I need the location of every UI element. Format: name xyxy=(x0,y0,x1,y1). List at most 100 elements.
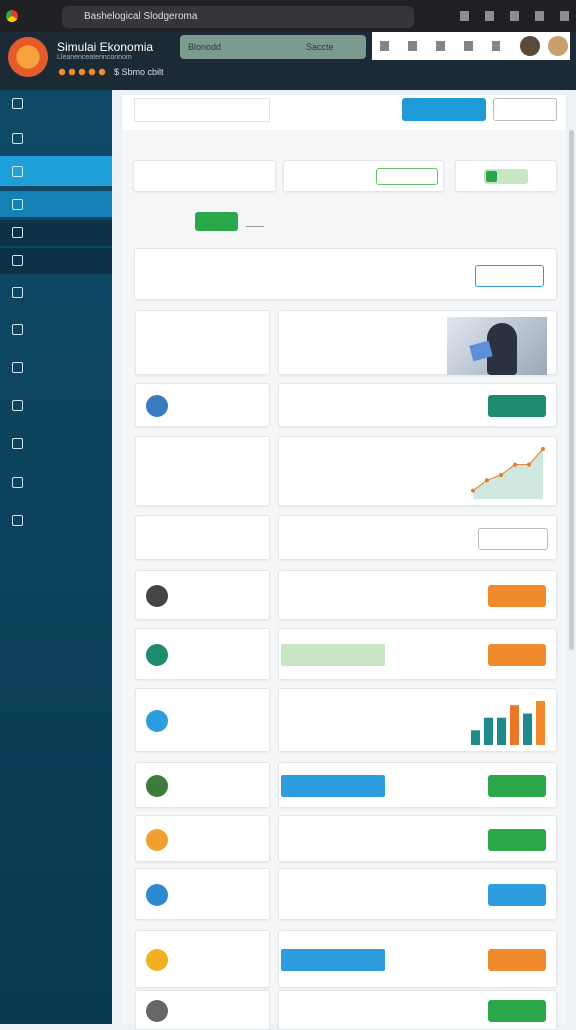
sidebar-icon xyxy=(12,477,23,488)
dropdown[interactable] xyxy=(246,215,264,227)
row-icon xyxy=(146,949,168,971)
row-left xyxy=(135,868,270,920)
sidebar-icon xyxy=(12,400,23,411)
search-bar[interactable]: Blonodd Saccte xyxy=(180,35,366,59)
row-right xyxy=(278,688,557,752)
bar xyxy=(523,713,532,745)
secondary-button[interactable] xyxy=(493,98,557,121)
status: $ Sbmo cbilt xyxy=(114,67,164,77)
sidebar-item[interactable] xyxy=(0,432,112,456)
sidebar-item[interactable] xyxy=(0,221,112,245)
point xyxy=(485,478,489,483)
avatar[interactable] xyxy=(548,36,568,56)
status-dots xyxy=(57,68,107,76)
browser-bar: Bashelogical Slodgeroma xyxy=(0,0,576,32)
point xyxy=(513,462,517,467)
row-right xyxy=(278,383,557,427)
browser-icon xyxy=(6,10,18,22)
row-left xyxy=(135,628,270,680)
sidebar xyxy=(0,90,112,1024)
row-icon xyxy=(146,884,168,906)
tab[interactable]: Bashelogical Slodgeroma xyxy=(62,6,414,28)
photo xyxy=(447,317,547,375)
sidebar-item[interactable] xyxy=(0,318,112,342)
row-button[interactable] xyxy=(478,527,548,550)
sparkline xyxy=(471,447,545,499)
row-button[interactable] xyxy=(488,585,546,607)
row-left xyxy=(135,515,270,560)
sidebar-item[interactable] xyxy=(0,509,112,533)
row-button[interactable] xyxy=(488,949,546,971)
sidebar-icon xyxy=(12,133,23,144)
toggle-filter[interactable] xyxy=(455,160,557,192)
bar xyxy=(497,717,506,745)
summary-card xyxy=(134,248,557,300)
row-right xyxy=(278,868,557,920)
active-item xyxy=(0,156,112,186)
sidebar-item[interactable] xyxy=(0,160,112,184)
sidebar-item[interactable] xyxy=(0,249,112,273)
row-left xyxy=(135,570,270,620)
section-badge[interactable] xyxy=(195,212,238,231)
row-left xyxy=(135,688,270,752)
sidebar-item[interactable] xyxy=(0,394,112,418)
row-button[interactable] xyxy=(488,775,546,797)
breadcrumb xyxy=(134,98,270,122)
filter-tag xyxy=(376,168,438,185)
line xyxy=(472,448,544,492)
avatar[interactable] xyxy=(520,36,540,56)
point xyxy=(499,473,503,477)
primary-button[interactable] xyxy=(402,98,486,121)
search-placeholder: Blonodd xyxy=(188,42,222,52)
sidebar-item[interactable] xyxy=(0,356,112,380)
point xyxy=(541,447,545,451)
row-left xyxy=(135,762,270,808)
sidebar-icon xyxy=(12,255,23,266)
sidebar-item[interactable] xyxy=(0,193,112,217)
row-icon xyxy=(146,395,168,417)
sidebar-icon xyxy=(12,199,23,210)
app-title: Simulai Ekonomia xyxy=(57,40,154,54)
sidebar-item[interactable] xyxy=(0,127,112,151)
scrollbar xyxy=(569,130,574,650)
sidebar-item[interactable] xyxy=(0,471,112,495)
row-icon xyxy=(146,644,168,666)
row-right xyxy=(278,990,557,1030)
sidebar-icon xyxy=(12,515,23,526)
row-right xyxy=(278,515,557,560)
toolbar-links xyxy=(445,69,575,81)
row-icon xyxy=(146,710,168,732)
row-left xyxy=(135,990,270,1030)
row-button[interactable] xyxy=(488,395,546,417)
area xyxy=(473,449,543,499)
row-button[interactable] xyxy=(488,884,546,906)
pill[interactable] xyxy=(281,775,385,797)
icon-row xyxy=(380,41,500,51)
filter[interactable] xyxy=(133,160,276,192)
sidebar-icon xyxy=(12,98,23,109)
toggle-knob xyxy=(486,171,497,182)
row-button[interactable] xyxy=(488,1000,546,1022)
row-right xyxy=(278,930,557,988)
bar xyxy=(510,705,519,745)
row-button[interactable] xyxy=(488,828,546,851)
sidebar-icon xyxy=(12,227,23,238)
filter[interactable] xyxy=(283,160,444,192)
row-left xyxy=(135,436,270,506)
sidebar-icon xyxy=(12,287,23,298)
summary-button[interactable] xyxy=(475,265,544,287)
row-left xyxy=(135,383,270,427)
bar xyxy=(471,730,480,745)
sidebar-item[interactable] xyxy=(0,281,112,305)
toolbar-icons[interactable] xyxy=(372,32,570,60)
sidebar-icon xyxy=(12,362,23,373)
sidebar-item[interactable] xyxy=(0,92,112,116)
browser-buttons xyxy=(460,11,570,21)
pill[interactable] xyxy=(281,949,385,971)
search-button[interactable]: Saccte xyxy=(306,42,334,52)
row-right xyxy=(278,436,557,506)
app-subtitle: Lleanenceaterinconnom xyxy=(57,54,132,61)
row-button[interactable] xyxy=(488,644,546,666)
pill[interactable] xyxy=(281,644,385,666)
logo xyxy=(8,37,48,77)
